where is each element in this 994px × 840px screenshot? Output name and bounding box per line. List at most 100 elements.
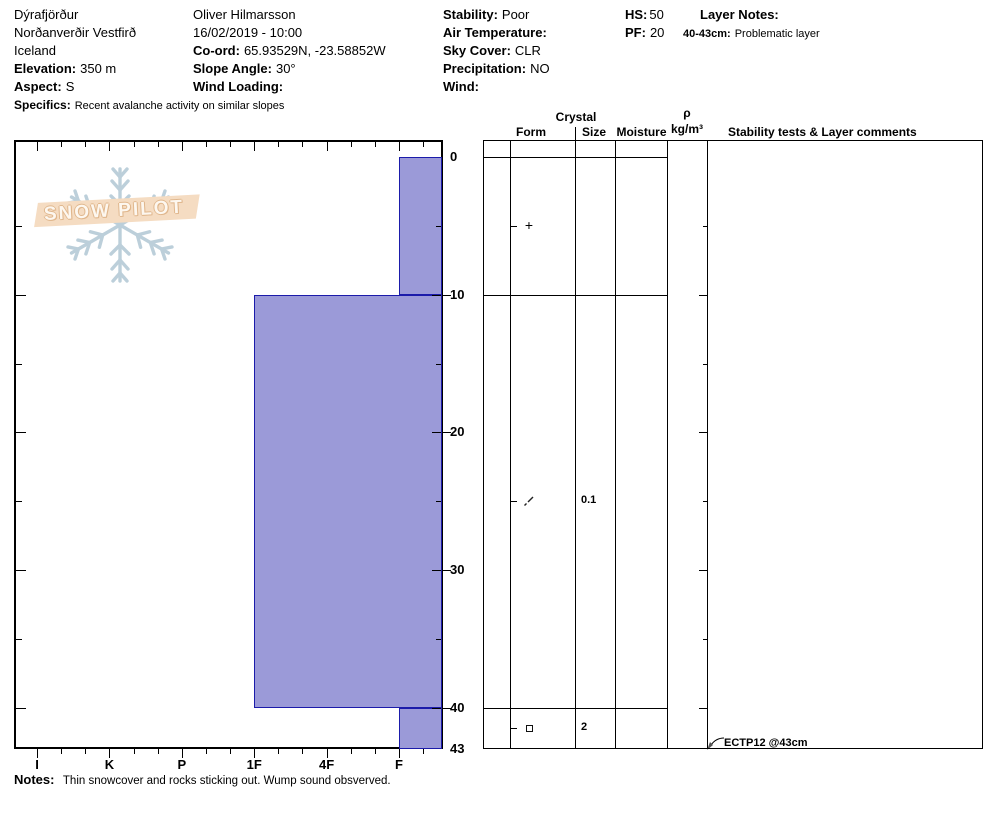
specifics-value: Recent avalanche activity on similar slo… bbox=[74, 100, 285, 112]
hardness-major-tick-bottom bbox=[326, 749, 328, 758]
grain-form-symbol-fc bbox=[526, 724, 533, 732]
notes-row: Notes: Thin snowcover and rocks sticking… bbox=[14, 771, 391, 789]
hardness-axis-label: 1F bbox=[246, 757, 262, 772]
layer-note-range: 40-43cm: bbox=[683, 28, 731, 40]
snow-layer-bar-1 bbox=[254, 294, 442, 708]
depth-axis-label: 40 bbox=[450, 699, 465, 715]
layer-mid-tick bbox=[511, 501, 517, 503]
hardness-minor-tick-bottom bbox=[423, 749, 425, 754]
depth-minor-tick-right-in bbox=[436, 501, 441, 503]
density-rule-minor-tick bbox=[703, 638, 707, 640]
table-column-line-size-moisture bbox=[615, 140, 616, 749]
hardness-minor-tick-top bbox=[302, 142, 304, 147]
hardness-minor-tick-bottom bbox=[230, 749, 232, 754]
table-column-line-moisture-density bbox=[667, 140, 668, 749]
table-header-tick bbox=[575, 127, 576, 140]
sky-cover-value: CLR bbox=[514, 43, 541, 58]
location-line1: Dýrafjörður bbox=[14, 7, 79, 22]
hardness-minor-tick-top bbox=[205, 142, 207, 147]
depth-minor-tick-right-in bbox=[436, 638, 441, 640]
density-rule-minor-tick bbox=[703, 501, 707, 503]
depth-axis-label: 30 bbox=[450, 562, 465, 578]
grain-form-symbol-df bbox=[522, 494, 536, 513]
hardness-major-tick-bottom bbox=[399, 749, 400, 758]
depth-major-tick-right-out bbox=[443, 294, 451, 296]
hardness-minor-tick-bottom bbox=[205, 749, 207, 754]
aspect-row: Aspect: S bbox=[14, 78, 284, 96]
specifics-label: Specifics: bbox=[14, 98, 71, 112]
elevation-row: Elevation: 350 m bbox=[14, 60, 284, 78]
layer-note-text: Problematic layer bbox=[734, 28, 820, 40]
observation-datetime: 16/02/2019 - 10:00 bbox=[193, 25, 303, 40]
density-rule-major-tick bbox=[699, 570, 707, 572]
depth-major-tick-left bbox=[16, 432, 26, 434]
density-rule-minor-tick bbox=[703, 225, 707, 227]
hardness-axis-label: F bbox=[395, 757, 403, 772]
wind-loading-row: Wind Loading: bbox=[193, 78, 386, 96]
hardness-minor-tick-top bbox=[61, 142, 63, 147]
depth-minor-tick-left bbox=[16, 225, 22, 227]
hardness-minor-tick-top bbox=[230, 142, 232, 147]
depth-major-tick-right-out bbox=[443, 432, 451, 434]
hardness-minor-tick-top bbox=[133, 142, 135, 147]
hardness-major-tick-top bbox=[326, 142, 328, 151]
notes-label: Notes: bbox=[14, 772, 55, 787]
hardness-major-tick-bottom bbox=[37, 749, 38, 758]
sky-cover-row: Sky Cover: CLR bbox=[443, 42, 550, 60]
pf-row: PF: 20 bbox=[625, 24, 664, 42]
location-line2: Norðanverðir Vestfirð bbox=[14, 25, 137, 40]
stability-label: Stability: bbox=[443, 7, 498, 22]
header-hs-pf-block: HS: 50 PF: 20 bbox=[625, 6, 664, 42]
depth-axis-label: 20 bbox=[450, 424, 465, 440]
density-rule-major-tick bbox=[699, 707, 707, 709]
header-observer-block: Oliver Hilmarsson 16/02/2019 - 10:00 Co-… bbox=[193, 6, 386, 96]
hardness-axis-label: K bbox=[104, 757, 115, 772]
aspect-value: S bbox=[65, 79, 75, 94]
depth-minor-tick-left bbox=[16, 501, 22, 503]
stability-tests-header: Stability tests & Layer comments bbox=[728, 125, 917, 139]
density-rule-minor-tick bbox=[703, 363, 707, 365]
hardness-minor-tick-top bbox=[374, 142, 376, 147]
hardness-axis-label: 4F bbox=[319, 757, 335, 772]
layer-note-row: 40-43cm: Problematic layer bbox=[683, 24, 820, 43]
table-column-line-form-size bbox=[575, 140, 576, 749]
grain-form-symbol-pp: + bbox=[524, 216, 534, 233]
depth-axis-label: 10 bbox=[450, 286, 465, 302]
hardness-minor-tick-top bbox=[278, 142, 280, 147]
density-rule-major-tick bbox=[699, 294, 707, 296]
hardness-axis-label: I bbox=[35, 757, 39, 772]
hardness-major-tick-top bbox=[181, 142, 183, 151]
snow-layer-bar-0 bbox=[399, 157, 442, 295]
grain-size-value: 0.1 bbox=[581, 494, 597, 507]
depth-major-tick-right-out bbox=[443, 707, 451, 709]
hs-label: HS: bbox=[625, 7, 648, 22]
depth-minor-tick-right-in bbox=[436, 225, 441, 227]
depth-major-tick-left bbox=[16, 570, 26, 572]
aspect-label: Aspect: bbox=[14, 79, 62, 94]
table-top-border bbox=[483, 140, 983, 141]
hardness-profile-chart-frame bbox=[14, 140, 443, 749]
hardness-minor-tick-bottom bbox=[278, 749, 280, 754]
density-unit-header: kg/m³ bbox=[670, 122, 703, 136]
hardness-axis-label: P bbox=[177, 757, 187, 772]
hardness-minor-tick-bottom bbox=[133, 749, 135, 754]
precip-value: NO bbox=[530, 61, 550, 76]
header-layer-notes-block: Layer Notes: 40-43cm: Problematic layer bbox=[683, 6, 820, 43]
hs-value: 50 bbox=[649, 7, 664, 22]
depth-major-tick-right-out bbox=[443, 570, 451, 572]
precip-row: Precipitation: NO bbox=[443, 60, 550, 78]
depth-axis-label: 0 bbox=[450, 149, 458, 164]
coord-row: Co-ord: 65.93529N, -23.58852W bbox=[193, 42, 386, 60]
slope-angle-value: 30° bbox=[275, 61, 296, 76]
hardness-major-tick-bottom bbox=[109, 749, 111, 758]
hs-row: HS: 50 bbox=[625, 6, 664, 24]
elevation-label: Elevation: bbox=[14, 61, 77, 76]
slope-angle-row: Slope Angle: 30° bbox=[193, 60, 386, 78]
hardness-minor-tick-bottom bbox=[157, 749, 159, 754]
header-location-block: Dýrafjörður Norðanverðir Vestfirð Icelan… bbox=[14, 6, 284, 115]
layer-notes-label: Layer Notes: bbox=[700, 7, 779, 22]
stability-row: Stability: Poor bbox=[443, 6, 550, 24]
hardness-major-tick-top bbox=[37, 142, 38, 151]
hardness-major-tick-top bbox=[109, 142, 111, 151]
table-left-border bbox=[483, 140, 484, 749]
